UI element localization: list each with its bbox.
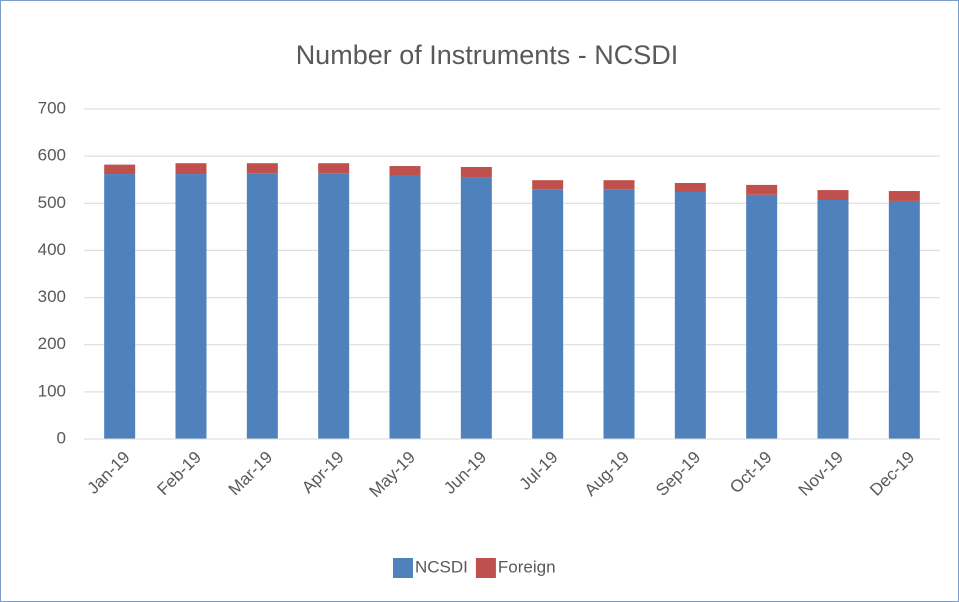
- bar-segment: [532, 180, 564, 190]
- legend-label: NCSDI: [415, 557, 468, 576]
- bar-segment: [246, 163, 278, 174]
- y-tick-label: 500: [38, 193, 66, 212]
- y-tick-label: 0: [57, 428, 66, 447]
- bar-segment: [460, 166, 492, 178]
- bar-segment: [175, 174, 207, 440]
- y-tick-label: 700: [38, 98, 66, 117]
- bar-segment: [318, 163, 350, 174]
- bar-segment: [888, 191, 920, 201]
- legend-label: Foreign: [498, 557, 556, 576]
- bar-segment: [246, 173, 278, 439]
- bar-segment: [888, 200, 920, 439]
- bar-segment: [746, 184, 778, 195]
- bar-segment: [817, 199, 849, 439]
- bar-segment: [746, 194, 778, 439]
- bar-segment: [674, 183, 706, 192]
- bar-segment: [532, 189, 564, 439]
- bar-segment: [389, 166, 421, 175]
- legend-swatch: [393, 558, 413, 578]
- bar-segment: [460, 177, 492, 440]
- bar-segment: [104, 164, 136, 175]
- bar-segment: [175, 163, 207, 175]
- bar-segment: [674, 191, 706, 439]
- bar-segment: [318, 173, 350, 439]
- bar-segment: [817, 190, 849, 200]
- bar-segment: [104, 174, 136, 440]
- bar-segment: [603, 180, 635, 190]
- y-tick-label: 600: [38, 146, 66, 165]
- bar-segment: [389, 175, 421, 439]
- y-tick-label: 400: [38, 240, 66, 259]
- y-tick-label: 200: [38, 334, 66, 353]
- chart-title: Number of Instruments - NCSDI: [296, 40, 679, 70]
- bar-segment: [603, 189, 635, 439]
- y-tick-label: 300: [38, 287, 66, 306]
- y-tick-label: 100: [38, 381, 66, 400]
- legend-swatch: [475, 558, 496, 578]
